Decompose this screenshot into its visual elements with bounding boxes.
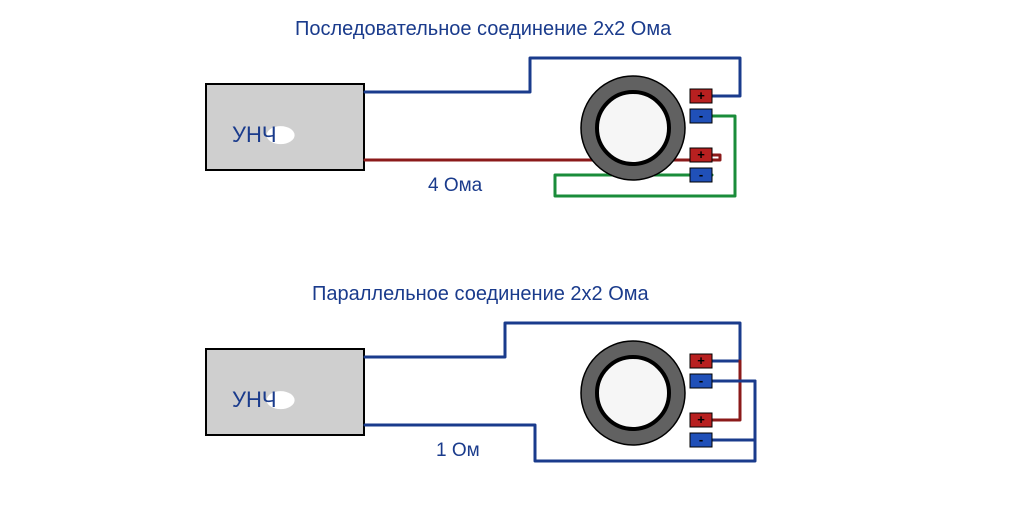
parallel-speaker: [581, 341, 685, 445]
svg-text:+: +: [697, 353, 705, 368]
wiring-overlay: + - + - + - + -: [0, 0, 1024, 512]
diagram-root: { "layout": { "width": 1024, "height": 5…: [0, 0, 1024, 512]
series-speaker: [581, 76, 685, 180]
svg-text:-: -: [699, 432, 703, 447]
svg-text:+: +: [697, 88, 705, 103]
parallel-terminals: + - + -: [690, 353, 712, 447]
series-terminals: + - + -: [690, 88, 712, 182]
svg-text:-: -: [699, 108, 703, 123]
svg-text:-: -: [699, 167, 703, 182]
svg-text:+: +: [697, 412, 705, 427]
svg-text:-: -: [699, 373, 703, 388]
svg-text:+: +: [697, 147, 705, 162]
